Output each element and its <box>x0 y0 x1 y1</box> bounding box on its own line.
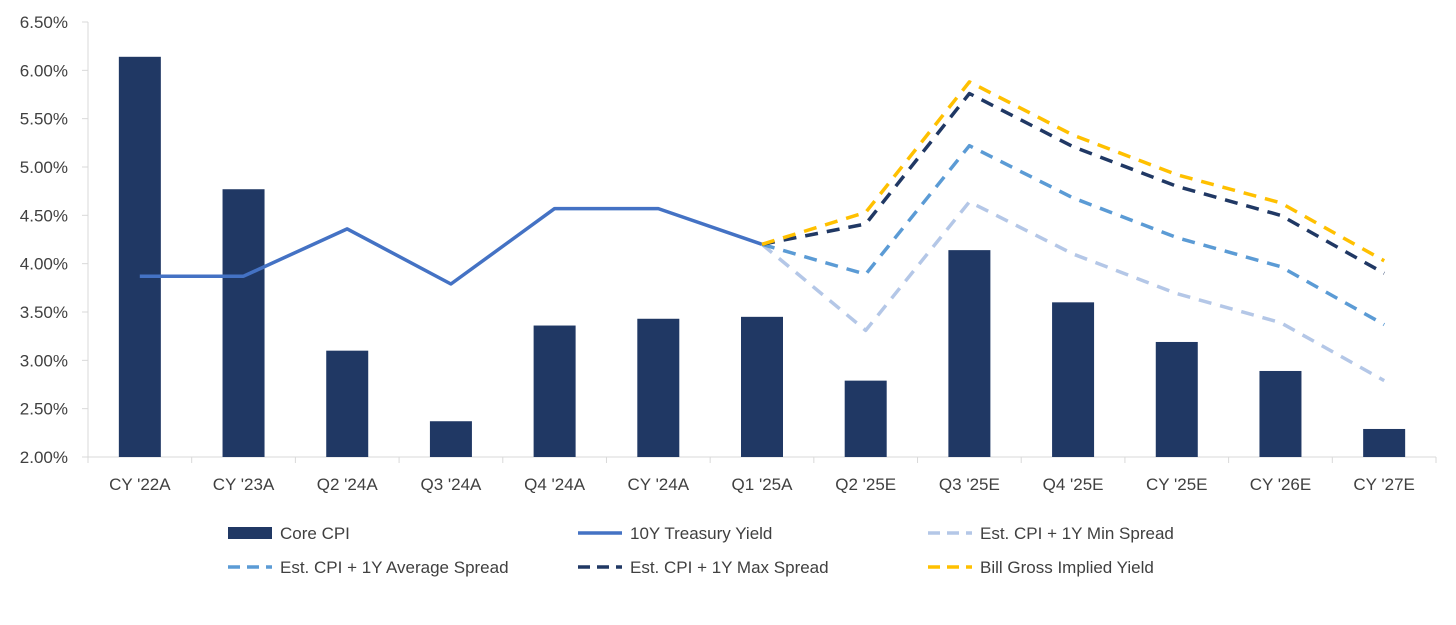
legend-label: Bill Gross Implied Yield <box>980 558 1154 577</box>
bar-core-cpi <box>637 318 680 457</box>
legend-item-10y-treasury-yield: 10Y Treasury Yield <box>578 524 772 543</box>
x-tick-label: Q1 '25A <box>732 475 794 494</box>
x-tick-label: Q3 '25E <box>939 475 1000 494</box>
line-10y-treasury-yield <box>139 206 763 286</box>
bar-core-cpi <box>1259 370 1302 457</box>
bar-core-cpi <box>1363 428 1406 457</box>
x-tick-label: Q3 '24A <box>420 475 482 494</box>
legend-item-est-cpi-1y-max-spread: Est. CPI + 1Y Max Spread <box>578 558 829 577</box>
x-tick-label: CY '27E <box>1353 475 1415 494</box>
y-tick-label: 5.00% <box>20 158 68 177</box>
y-tick-label: 2.00% <box>20 448 68 467</box>
y-tick-label: 6.00% <box>20 61 68 80</box>
y-tick-label: 3.50% <box>20 303 68 322</box>
x-tick-label: CY '26E <box>1250 475 1312 494</box>
bar-core-cpi <box>844 380 887 457</box>
line-series-group <box>139 80 1386 383</box>
y-tick-label: 6.50% <box>20 13 68 32</box>
line-est-cpi-1y-min-spread <box>760 200 1386 383</box>
x-tick-label: CY '22A <box>109 475 171 494</box>
legend-label: Est. CPI + 1Y Min Spread <box>980 524 1174 543</box>
bar-core-cpi <box>118 56 161 458</box>
legend-label: Core CPI <box>280 524 350 543</box>
legend-swatch <box>228 527 272 539</box>
bar-core-cpi <box>1052 302 1095 457</box>
bar-series-core-cpi <box>118 56 1406 458</box>
x-tick-label: Q2 '25E <box>835 475 896 494</box>
bar-core-cpi <box>741 316 783 457</box>
x-tick-label: Q2 '24A <box>317 475 379 494</box>
bar-core-cpi <box>1155 341 1198 457</box>
legend-label: Est. CPI + 1Y Average Spread <box>280 558 509 577</box>
legend-label: Est. CPI + 1Y Max Spread <box>630 558 829 577</box>
bar-core-cpi <box>948 250 991 457</box>
x-tick-label: Q4 '24A <box>524 475 586 494</box>
y-tick-label: 5.50% <box>20 110 68 129</box>
bar-core-cpi <box>533 325 576 457</box>
y-tick-label: 4.00% <box>20 255 68 274</box>
y-tick-label: 2.50% <box>20 400 68 419</box>
legend-label: 10Y Treasury Yield <box>630 524 772 543</box>
legend-item-core-cpi: Core CPI <box>228 524 350 543</box>
legend-item-est-cpi-1y-average-spread: Est. CPI + 1Y Average Spread <box>228 558 509 577</box>
line-bill-gross-implied-yield <box>761 80 1386 263</box>
bar-core-cpi <box>429 421 472 457</box>
y-tick-label: 3.00% <box>20 351 68 370</box>
legend: Core CPI 10Y Treasury Yield Est. CPI + 1Y … <box>228 524 1174 577</box>
y-axis: 2.00% 2.50% 3.00% 3.50% 4.00% 4.50% 5.00% 5.50%… <box>20 13 89 467</box>
legend-item-bill-gross-implied-yield: Bill Gross Implied Yield <box>928 558 1154 577</box>
line-est-cpi-1y-average-spread <box>761 143 1386 327</box>
x-tick-label: Q4 '25E <box>1043 475 1104 494</box>
x-tick-label: CY '23A <box>213 475 275 494</box>
x-tick-label: CY '25E <box>1146 475 1208 494</box>
legend-item-est-cpi-1y-min-spread: Est. CPI + 1Y Min Spread <box>928 524 1174 543</box>
line-est-cpi-1y-max-spread <box>761 91 1386 275</box>
bar-core-cpi <box>326 350 369 457</box>
x-tick-label: CY '24A <box>628 475 690 494</box>
x-axis: CY '22A CY '23A Q2 '24A Q3 '24A Q4 '24A CY '2… <box>87 456 1437 494</box>
bar-core-cpi <box>222 189 265 457</box>
y-tick-label: 4.50% <box>20 206 68 225</box>
